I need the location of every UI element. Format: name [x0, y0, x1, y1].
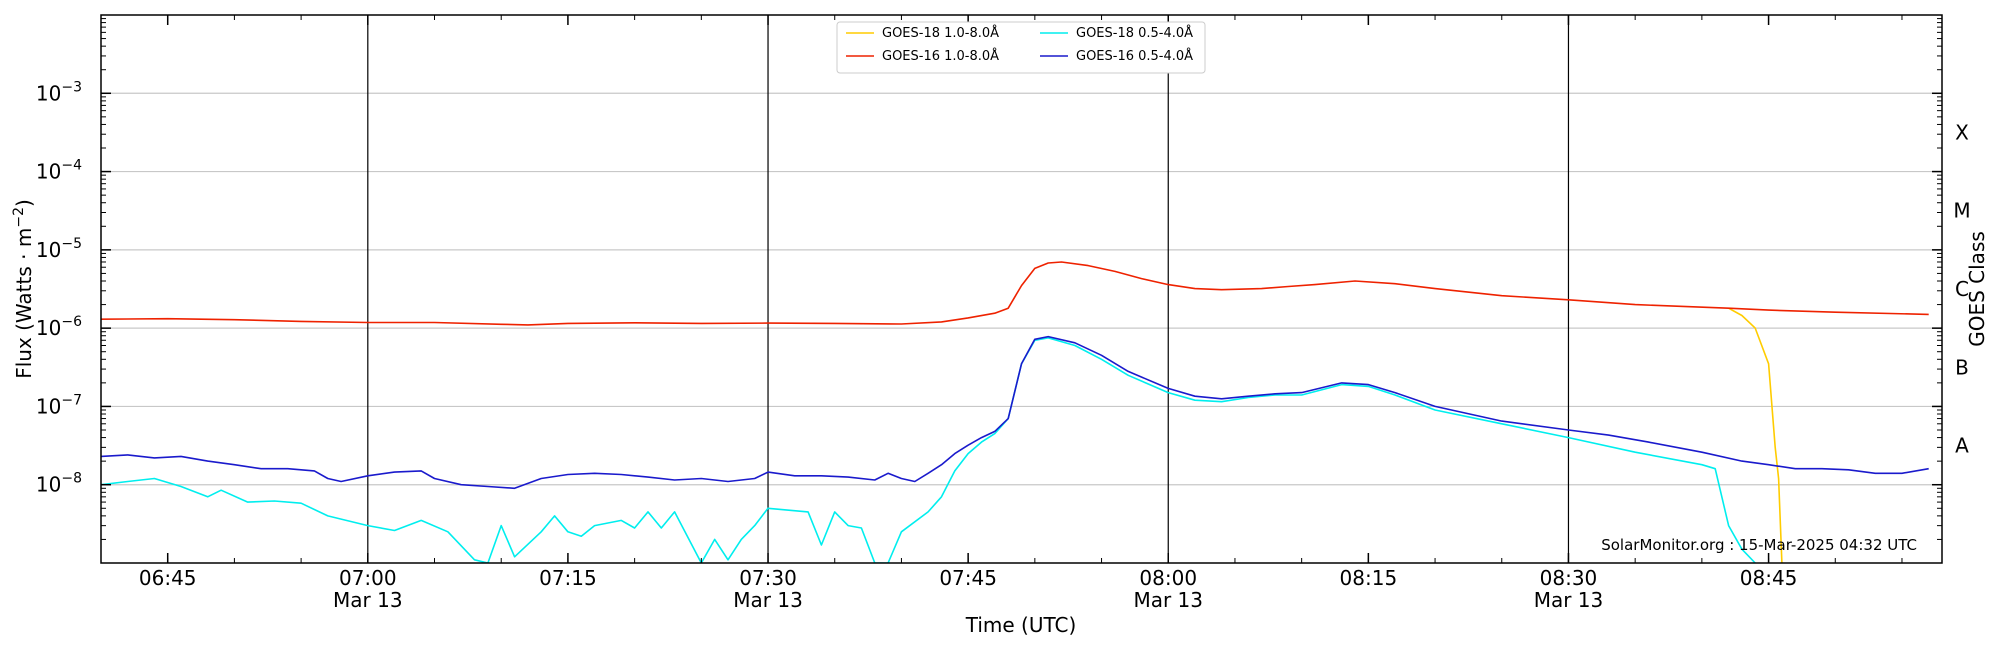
legend-label: GOES-16 0.5-4.0Å	[1076, 48, 1193, 64]
goes-class-label-c: C	[1955, 277, 1969, 301]
x-tick-label: 07:45	[939, 566, 997, 590]
legend-label: GOES-18 0.5-4.0Å	[1076, 25, 1193, 41]
goes-class-labels: A B C M X	[1953, 120, 1970, 457]
series-line-goes-16-1-0-8-0-	[101, 261, 1929, 326]
goes-class-label-b: B	[1955, 355, 1969, 379]
goes-class-label-x: X	[1955, 120, 1969, 144]
x-tick-date-label: Mar 13	[1534, 588, 1604, 612]
x-tick-label: 06:45	[139, 566, 197, 590]
grid-layer	[101, 92, 1942, 486]
goes-class-label-m: M	[1953, 199, 1970, 223]
legend-box	[836, 21, 1206, 74]
vertical-lines-layer	[367, 15, 1570, 563]
y-tick-label: 10−4	[36, 158, 82, 184]
series-line-goes-18-0-5-4-0-	[101, 337, 1756, 563]
y2-axis-label: GOES Class	[1965, 231, 1989, 347]
plot-frame	[100, 14, 1943, 564]
x-tick-label: 07:30	[739, 566, 797, 590]
series-line-goes-18-1-0-8-0-	[1728, 307, 1783, 563]
legend: GOES-18 1.0-8.0Å GOES-16 1.0-8.0Å GOES-18 …	[836, 21, 1206, 74]
x-axis-label: Time (UTC)	[965, 613, 1077, 637]
goes-class-label-a: A	[1955, 434, 1969, 458]
x-tick-label: 08:30	[1540, 566, 1598, 590]
x-tick-date-label: Mar 13	[733, 588, 803, 612]
x-tick-label: 07:00	[339, 566, 397, 590]
x-tick-date-label: Mar 13	[1133, 588, 1203, 612]
x-tick-label: 08:00	[1139, 566, 1197, 590]
x-tick-date-label: Mar 13	[333, 588, 403, 612]
y-tick-label: 10−3	[36, 79, 82, 105]
x-tick-label: 08:15	[1340, 566, 1398, 590]
x-tick-label: 07:15	[539, 566, 597, 590]
y-tick-label: 10−7	[36, 392, 82, 418]
y-tick-labels: 10−8 10−7 10−6 10−5 10−4 10−3	[36, 79, 82, 496]
series-line-goes-16-0-5-4-0-	[101, 335, 1929, 490]
y-axis-label: Flux (Watts · m−2)	[11, 199, 36, 379]
y-tick-label: 10−8	[36, 471, 82, 497]
y-tick-label: 10−5	[36, 236, 82, 262]
y-tick-label: 10−6	[36, 314, 82, 340]
tick-layer	[100, 15, 1942, 563]
credit-text: SolarMonitor.org : 15-Mar-2025 04:32 UTC	[1601, 536, 1917, 554]
legend-label: GOES-18 1.0-8.0Å	[882, 25, 999, 41]
x-tick-label: 08:45	[1740, 566, 1798, 590]
series-layer	[101, 261, 1929, 563]
legend-label: GOES-16 1.0-8.0Å	[882, 48, 999, 64]
